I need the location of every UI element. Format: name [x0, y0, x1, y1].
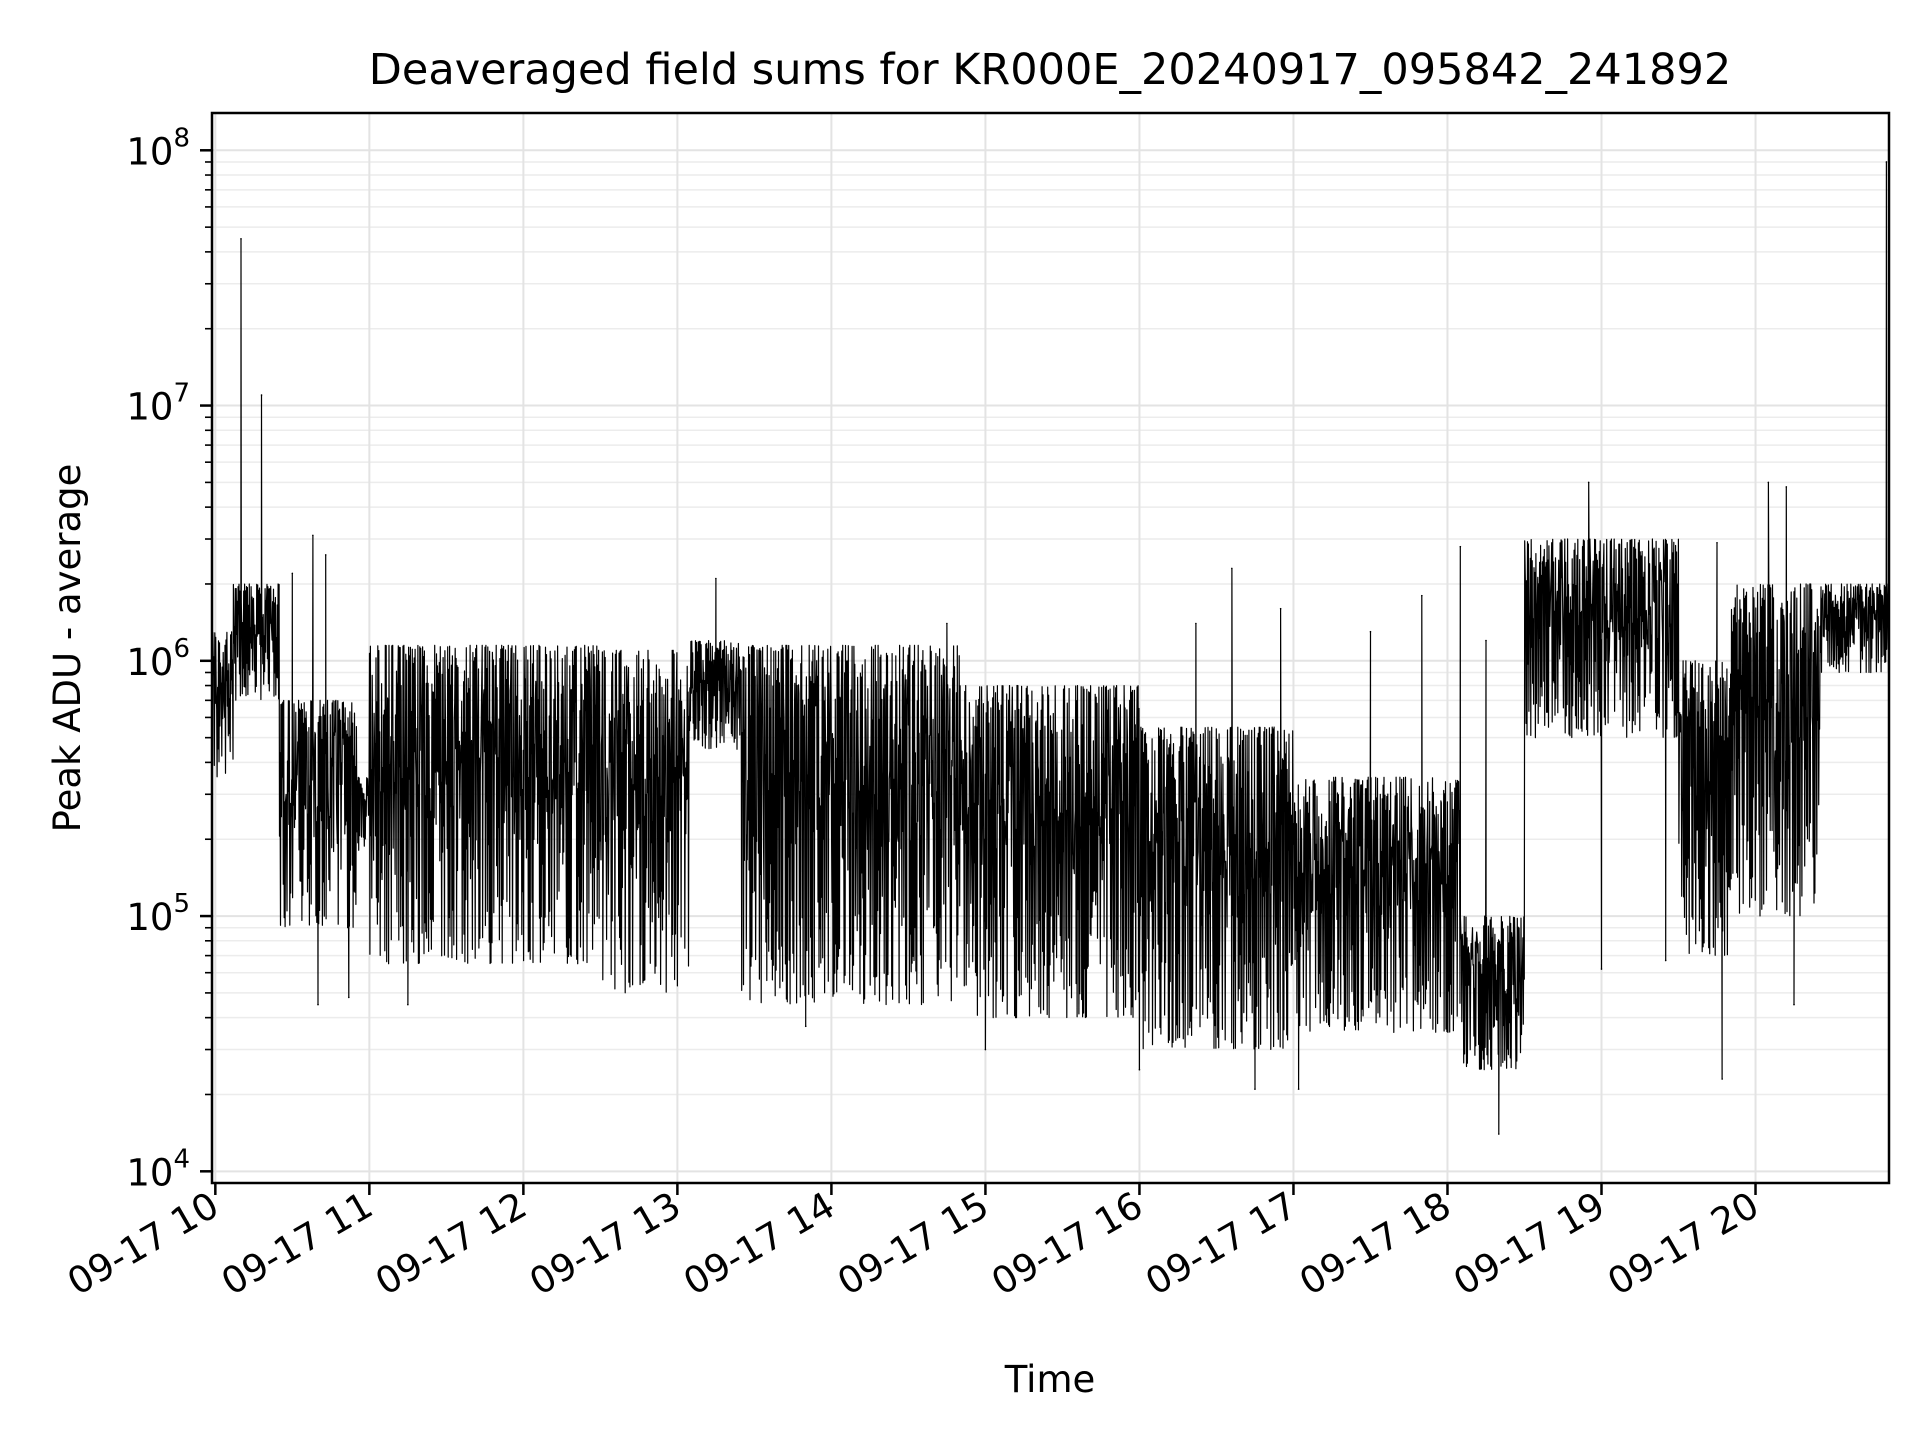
spike-point-2: [291, 572, 294, 575]
y-tick-label-1: 105: [126, 889, 190, 939]
spike-point-22: [1498, 1133, 1500, 1135]
spike-point-11: [984, 1048, 987, 1051]
spike-point-8: [715, 577, 717, 580]
spike-point-23: [1541, 562, 1544, 565]
series-layer: [211, 161, 1890, 1135]
plot-frame: [210, 111, 1891, 1185]
spike-point-28: [1721, 1078, 1723, 1080]
y-axis-label: Peak ADU - average: [46, 464, 89, 833]
spike-point-3: [312, 534, 314, 537]
spike-point-1: [260, 394, 263, 396]
spike-point-9: [804, 1025, 807, 1028]
spike-point-29: [1767, 481, 1770, 484]
spike-point-0: [240, 238, 242, 240]
series-line: [211, 161, 1890, 1135]
spike-point-24: [1587, 481, 1590, 484]
spike-point-6: [348, 996, 350, 999]
spike-point-26: [1664, 959, 1667, 962]
spike-point-20: [1459, 545, 1462, 548]
spike-point-27: [1716, 541, 1718, 544]
spike-point-30: [1785, 486, 1788, 488]
x-axis-label: Time: [1004, 1358, 1096, 1401]
spike-point-15: [1254, 1088, 1256, 1090]
chart-title: Deaveraged field sums for KR000E_2024091…: [369, 45, 1731, 95]
spike-point-14: [1231, 567, 1233, 570]
spike-point-17: [1297, 1088, 1300, 1090]
spike-point-5: [324, 554, 327, 556]
spike-point-25: [1600, 968, 1603, 970]
spike-point-21: [1485, 639, 1487, 642]
spike-point-13: [1195, 622, 1197, 625]
spike-point-32: [1885, 161, 1888, 163]
spike-point-18: [1369, 630, 1372, 633]
spike-point-10: [946, 622, 948, 625]
spike-point-19: [1421, 594, 1423, 597]
spike-point-12: [1138, 1068, 1141, 1071]
spike-point-31: [1793, 1003, 1795, 1006]
spike-point-16: [1279, 607, 1282, 610]
spike-point-7: [407, 1003, 409, 1006]
spike-point-4: [317, 1003, 319, 1006]
